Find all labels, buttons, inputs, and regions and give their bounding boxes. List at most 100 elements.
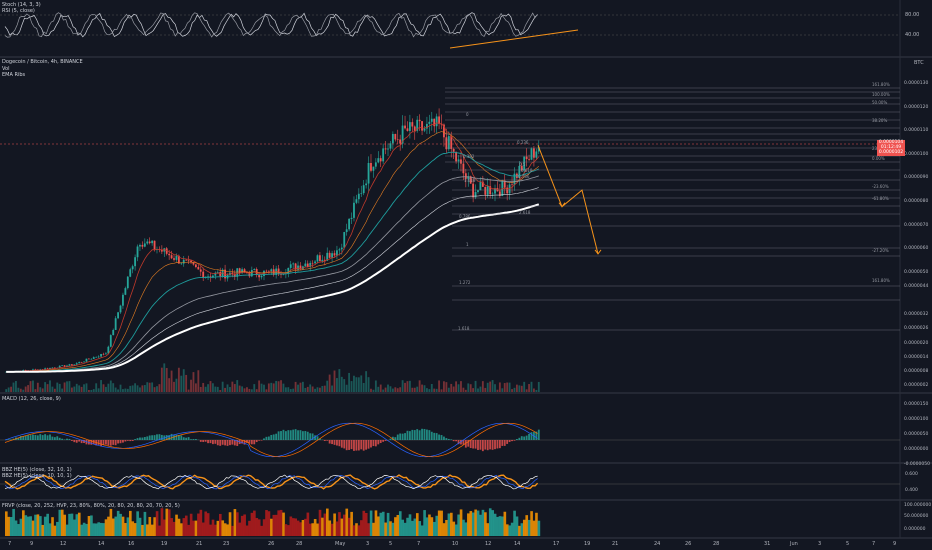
macd-histogram-bar bbox=[479, 440, 482, 450]
candle-body bbox=[146, 241, 149, 244]
price-axis-label: 0.0000080 bbox=[904, 198, 929, 204]
frvp-bar bbox=[308, 523, 312, 536]
fib-right-label: 161.80% bbox=[872, 278, 890, 283]
volume-bar bbox=[319, 387, 321, 392]
volume-bar bbox=[394, 387, 397, 392]
frvp-bar bbox=[338, 512, 341, 536]
volume-bar bbox=[464, 389, 467, 392]
volume-bar bbox=[520, 385, 523, 392]
macd-histogram-bar bbox=[83, 440, 85, 444]
frvp-bar bbox=[46, 513, 49, 536]
macd-histogram-bar bbox=[105, 440, 107, 445]
volume-bar bbox=[377, 386, 380, 392]
macd-histogram-bar bbox=[7, 439, 10, 440]
candle-body bbox=[177, 255, 180, 264]
candle-body bbox=[289, 264, 292, 268]
macd-histogram-bar bbox=[462, 440, 465, 445]
frvp-bar bbox=[172, 521, 176, 536]
candle-body bbox=[379, 158, 382, 162]
macd-histogram-bar bbox=[63, 439, 66, 440]
frvp-bar bbox=[187, 524, 191, 536]
candle-body bbox=[338, 249, 341, 251]
volume-bar bbox=[537, 381, 540, 392]
frvp-bar bbox=[68, 513, 71, 536]
volume-bar bbox=[199, 386, 202, 392]
volume-bar bbox=[175, 378, 178, 392]
candle-body bbox=[452, 148, 455, 152]
frvp-bar bbox=[112, 518, 115, 536]
volume-bar bbox=[280, 380, 282, 392]
time-axis-label: 26 bbox=[685, 541, 692, 547]
frvp-bar bbox=[386, 512, 390, 536]
price-axis-label: 0.0000110 bbox=[904, 128, 929, 134]
time-axis-label: 26 bbox=[268, 541, 275, 547]
frvp-bar bbox=[355, 523, 358, 536]
macd-histogram-bar bbox=[258, 440, 261, 441]
candle-body bbox=[528, 159, 530, 160]
volume-bar bbox=[528, 384, 530, 392]
frvp-bar bbox=[284, 524, 288, 536]
volume-bar bbox=[311, 386, 314, 392]
macd-histogram-bar bbox=[85, 440, 88, 445]
frvp-bar bbox=[350, 511, 353, 536]
macd-histogram-bar bbox=[51, 436, 54, 440]
frvp-bar bbox=[219, 513, 222, 536]
frvp-bar bbox=[535, 512, 538, 536]
frvp-bar bbox=[306, 512, 310, 536]
frvp-bar bbox=[175, 514, 178, 536]
volume-bar bbox=[440, 389, 443, 392]
volume-bar bbox=[374, 380, 377, 392]
volume-bar bbox=[438, 380, 440, 392]
volume-bar bbox=[214, 386, 217, 392]
macd-histogram-bar bbox=[175, 434, 178, 440]
volume-bar bbox=[501, 388, 504, 392]
macd-histogram-bar bbox=[292, 429, 295, 440]
macd-histogram-bar bbox=[350, 440, 353, 450]
volume-bar bbox=[100, 380, 102, 392]
volume-bar bbox=[66, 381, 68, 392]
macd-histogram-bar bbox=[416, 429, 419, 440]
macd-histogram-bar bbox=[270, 434, 273, 440]
candle-body bbox=[525, 156, 528, 160]
candle-body bbox=[294, 263, 297, 270]
candle-body bbox=[187, 260, 190, 261]
frvp-bar bbox=[165, 508, 169, 536]
volume-bar bbox=[19, 388, 22, 392]
volume-bar bbox=[7, 387, 10, 392]
frvp-bar bbox=[364, 512, 368, 536]
macd-histogram-bar bbox=[248, 440, 251, 444]
volume-bar bbox=[177, 367, 180, 392]
frvp-bar bbox=[73, 519, 76, 536]
volume-bar bbox=[284, 387, 287, 392]
volume-bar bbox=[433, 388, 436, 392]
frvp-bar bbox=[379, 512, 383, 536]
candle-body bbox=[447, 136, 450, 150]
fib-right-label: -27.20% bbox=[872, 248, 889, 253]
macd-histogram-bar bbox=[114, 440, 117, 446]
macd-histogram-bar bbox=[365, 440, 368, 450]
frvp-bar bbox=[131, 521, 135, 536]
candle-body bbox=[384, 148, 387, 150]
macd-histogram-bar bbox=[78, 440, 81, 442]
macd-histogram-bar bbox=[457, 440, 460, 445]
volume-bar bbox=[408, 380, 411, 392]
volume-bar bbox=[423, 385, 426, 392]
fib-inner-label: 0.5 bbox=[519, 162, 526, 167]
time-axis-label: 23 bbox=[223, 541, 230, 547]
macd-histogram-bar bbox=[333, 440, 336, 445]
volume-bar bbox=[95, 383, 98, 392]
macd-histogram-bar bbox=[246, 440, 248, 443]
stoch-title: Stoch (14, 3, 3) bbox=[2, 2, 41, 8]
volume-bar bbox=[187, 389, 190, 392]
candle-body bbox=[265, 270, 268, 272]
frvp-bar bbox=[493, 513, 497, 536]
macd-axis-0: 0.0000150 bbox=[904, 402, 929, 407]
candle-body bbox=[87, 358, 90, 360]
macd-histogram-bar bbox=[260, 440, 263, 441]
macd-histogram-bar bbox=[477, 440, 479, 450]
candle-body bbox=[126, 276, 129, 289]
volume-bar bbox=[511, 389, 513, 392]
frvp-bar bbox=[299, 522, 302, 536]
macd-histogram-bar bbox=[75, 440, 78, 443]
